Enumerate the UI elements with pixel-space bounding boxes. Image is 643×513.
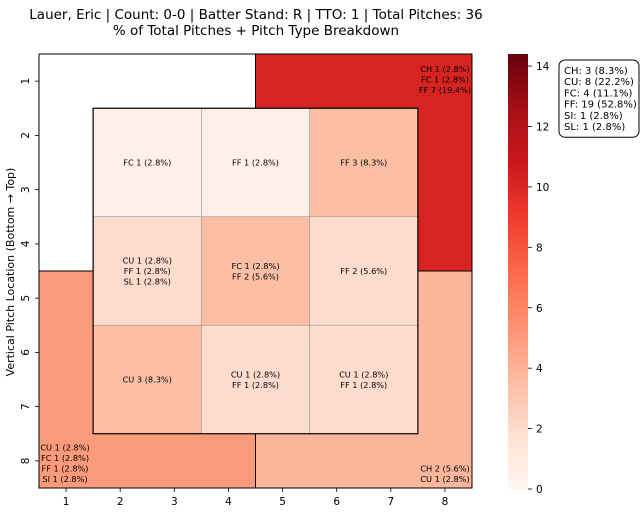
legend-entry: SI: 1 (2.8%) (564, 111, 623, 122)
x-tick-label: 5 (279, 496, 286, 508)
cell-label: CU 1 (2.8%) (339, 369, 388, 379)
legend-box (558, 59, 640, 138)
colorbar-tick-label: 4 (536, 363, 543, 375)
strike-zone-cell (92, 107, 202, 218)
outer-zone-label: CH 2 (5.6%) (420, 464, 469, 474)
cell-label: FF 1 (2.8%) (232, 158, 279, 168)
strike-zone-cell (201, 324, 310, 435)
cell-label: CU 1 (2.8%) (123, 256, 172, 266)
outer-zone-label: CH 1 (2.8%) (420, 64, 469, 74)
x-tick-label: 7 (387, 496, 394, 508)
colorbar-tick-label: 10 (536, 182, 549, 194)
y-tick-label: 1 (20, 78, 32, 85)
strike-zone-cell (309, 107, 419, 218)
y-axis-label: Vertical Pitch Location (Bottom → Top) (4, 168, 17, 377)
y-tick-label: 3 (20, 186, 32, 193)
legend-entry: CH: 3 (8.3%) (564, 66, 628, 77)
cell-label: FF 2 (5.6%) (340, 266, 387, 276)
outer-zone-label: CU 1 (2.8%) (420, 474, 469, 484)
legend-entry: FC: 4 (11.1%) (564, 88, 632, 99)
pitch-type-legend: CH: 3 (8.3%)CU: 8 (22.2%)FC: 4 (11.1%)FF… (558, 59, 640, 138)
cell-label: FC 1 (2.8%) (231, 261, 279, 271)
x-tick-label: 3 (171, 496, 178, 508)
colorbar-tick-label: 6 (536, 303, 543, 315)
colorbar-tick-label: 12 (536, 122, 549, 134)
y-tick-label: 5 (20, 295, 32, 302)
strike-zone-cell (309, 324, 419, 435)
x-tick-label: 8 (442, 496, 449, 508)
cell-label: FF 3 (8.3%) (340, 158, 387, 168)
y-tick-label: 7 (20, 403, 32, 410)
x-tick-label: 1 (63, 496, 70, 508)
colorbar-tick-label: 0 (536, 484, 543, 496)
colorbar: 0 2 4 6 8 10 12 14 (508, 54, 550, 496)
colorbar-gradient (508, 54, 528, 489)
cell-label: CU 3 (8.3%) (123, 375, 172, 385)
y-tick-label: 4 (20, 240, 32, 247)
cell-label: FF 1 (2.8%) (232, 380, 279, 390)
cell-label: CU 1 (2.8%) (231, 369, 280, 379)
strike-zone-border (92, 107, 419, 435)
cell-label: SL 1 (2.8%) (124, 277, 171, 287)
cell-label: FF 1 (2.8%) (124, 266, 171, 276)
strike-zone-cell (309, 216, 419, 326)
y-axis: 1 2 3 4 5 6 7 8 (20, 78, 39, 464)
legend-entry: FF: 19 (52.8%) (564, 100, 637, 111)
outer-zone-label: CU 1 (2.8%) (40, 443, 89, 453)
x-tick-label: 2 (117, 496, 124, 508)
chart-subtitle: % of Total Pitches + Pitch Type Breakdow… (113, 23, 399, 39)
colorbar-tick-label: 2 (536, 424, 543, 436)
cell-label: FF 2 (5.6%) (232, 271, 279, 281)
plot-area: CH 1 (2.8%)FC 1 (2.8%)FF 7 (19.4%)CU 1 (… (38, 53, 473, 489)
y-tick-label: 6 (20, 349, 32, 356)
outer-zone-label: FF 1 (2.8%) (41, 464, 88, 474)
y-tick-label: 8 (20, 458, 32, 465)
legend-entry: SL: 1 (2.8%) (564, 122, 625, 133)
colorbar-tick-label: 14 (536, 61, 550, 73)
x-axis: 1 2 3 4 5 6 7 8 (63, 488, 449, 508)
outer-zone-label: FC 1 (2.8%) (41, 453, 89, 463)
cell-label: FF 1 (2.8%) (340, 380, 387, 390)
x-tick-label: 4 (225, 496, 232, 508)
y-tick-label: 2 (20, 132, 32, 139)
strike-zone-cell (201, 107, 310, 218)
chart-title: Lauer, Eric | Count: 0-0 | Batter Stand:… (29, 7, 482, 23)
cell-label: FC 1 (2.8%) (123, 158, 171, 168)
strike-zone-cell (92, 216, 202, 326)
x-tick-label: 6 (333, 496, 340, 508)
outer-zone-label: SI 1 (2.8%) (42, 474, 87, 484)
outer-zone-label: FF 7 (19.4%) (419, 85, 471, 95)
legend-entry: CU: 8 (22.2%) (564, 77, 634, 88)
colorbar-tick-label: 8 (536, 242, 543, 254)
outer-zone-label: FC 1 (2.8%) (421, 75, 469, 85)
